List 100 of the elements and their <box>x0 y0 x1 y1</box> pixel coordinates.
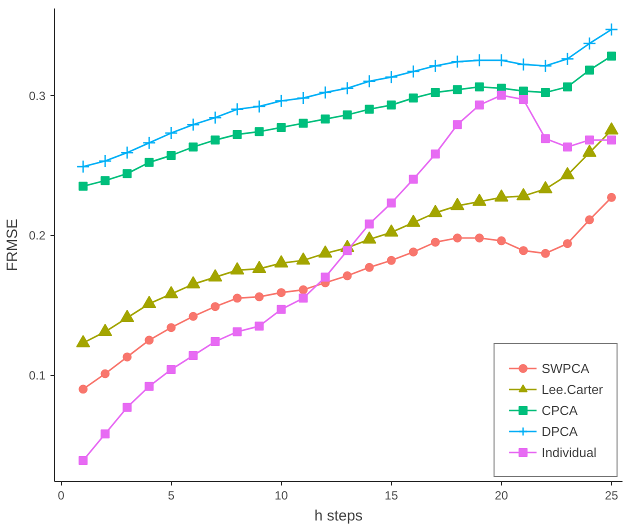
point <box>78 456 88 466</box>
point <box>518 86 528 96</box>
point <box>122 352 132 362</box>
point <box>430 88 440 97</box>
point <box>298 294 308 303</box>
point <box>604 22 618 36</box>
legend-label: CPCA <box>542 402 578 418</box>
point <box>406 64 420 78</box>
point <box>76 160 90 174</box>
point <box>362 74 376 88</box>
point <box>274 94 288 108</box>
x-axis-title: h steps <box>314 508 363 524</box>
point <box>540 88 550 97</box>
point <box>516 58 530 72</box>
point <box>120 146 134 160</box>
point <box>122 402 132 412</box>
point <box>210 302 220 312</box>
point <box>518 246 528 256</box>
point <box>428 59 442 73</box>
point <box>78 384 88 394</box>
point <box>232 130 242 139</box>
point <box>474 234 484 242</box>
point <box>276 288 286 298</box>
point <box>276 304 286 314</box>
y-tick-label: 0.1 <box>28 368 46 383</box>
point <box>144 382 154 391</box>
point <box>78 182 88 191</box>
point <box>188 142 198 152</box>
y-tick-label: 0.3 <box>28 88 46 103</box>
point <box>276 122 286 132</box>
point <box>408 94 418 103</box>
point <box>296 91 310 105</box>
point <box>230 102 244 116</box>
x-tick-label: 25 <box>604 488 618 502</box>
point <box>166 365 176 374</box>
point <box>188 351 198 360</box>
point <box>364 220 374 229</box>
point <box>210 337 220 346</box>
point <box>320 272 330 282</box>
point <box>496 236 506 246</box>
point <box>254 322 264 331</box>
point <box>100 369 110 378</box>
point <box>232 294 242 303</box>
point <box>518 94 528 104</box>
point <box>540 134 550 144</box>
point <box>210 136 220 145</box>
point <box>584 66 594 75</box>
x-tick-label: 10 <box>274 488 288 502</box>
point <box>430 238 440 247</box>
x-tick-label: 5 <box>168 488 175 502</box>
point <box>474 100 484 110</box>
point <box>386 100 396 110</box>
x-tick-label: 20 <box>494 488 508 502</box>
point <box>606 136 616 145</box>
point <box>298 285 308 294</box>
point <box>298 118 308 128</box>
x-tick-label: 15 <box>384 488 398 502</box>
point <box>450 54 464 68</box>
point <box>452 85 462 94</box>
point <box>188 312 198 321</box>
point <box>252 100 266 114</box>
point <box>186 118 200 132</box>
point <box>384 70 398 84</box>
point <box>254 292 264 302</box>
point <box>606 192 616 202</box>
point <box>606 52 616 61</box>
x-tick-label: 0 <box>58 488 65 502</box>
legend-label: DPCA <box>542 424 578 438</box>
point <box>166 150 176 160</box>
point <box>452 120 462 130</box>
point <box>560 52 574 66</box>
point <box>582 36 596 50</box>
point <box>100 176 110 186</box>
point <box>318 86 332 100</box>
point <box>342 110 352 120</box>
point <box>144 158 154 167</box>
point <box>122 169 132 178</box>
point <box>254 127 264 136</box>
point <box>540 248 550 258</box>
legend-label: Lee.Carter <box>542 382 603 396</box>
legend-label: Individual <box>542 444 597 460</box>
point <box>538 59 552 73</box>
point <box>584 136 594 145</box>
point <box>364 262 374 272</box>
point <box>562 239 572 248</box>
y-axis-title: FRMSE <box>4 218 21 272</box>
point <box>320 114 330 124</box>
point <box>562 82 572 92</box>
point <box>208 110 222 124</box>
point <box>562 142 572 152</box>
point <box>408 248 418 256</box>
point <box>232 327 242 336</box>
point <box>98 154 112 168</box>
point <box>474 82 484 92</box>
point <box>386 256 396 265</box>
point <box>496 90 506 100</box>
point <box>430 150 440 159</box>
point <box>364 104 374 114</box>
legend-label: SWPCA <box>542 360 590 376</box>
point <box>166 323 176 332</box>
